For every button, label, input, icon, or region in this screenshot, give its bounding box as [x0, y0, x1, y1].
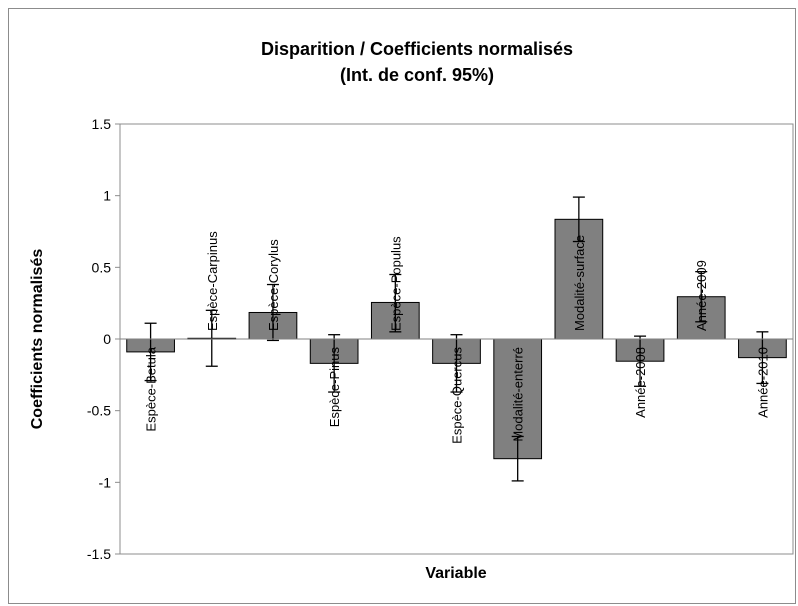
- y-axis-title: Coefficients normalisés: [29, 249, 46, 430]
- y-tick-label: 1.5: [92, 116, 112, 132]
- category-label: Modalité-surface: [572, 235, 587, 331]
- chart-subtitle: (Int. de conf. 95%): [340, 65, 494, 85]
- y-tick-label: 1: [103, 188, 111, 204]
- category-labels: Espèce-Betula Espèce-Carpinus Espèce-Coryl…: [144, 231, 771, 444]
- category-label: Année-2010: [755, 347, 770, 418]
- y-tick-label: -0.5: [87, 403, 111, 419]
- category-label: Espèce-Carpinus: [205, 231, 220, 331]
- y-axis-ticks: 1.5 1 0.5 0 -0.5 -1 -1.5: [87, 116, 120, 562]
- category-label: Espèce-Betula: [144, 346, 159, 431]
- x-axis-title: Variable: [425, 565, 486, 582]
- y-tick-label: 0.5: [92, 259, 112, 275]
- category-label: Modalité-enterré: [511, 347, 526, 442]
- category-label: Espèce-Populus: [388, 236, 403, 331]
- category-label: Espèce-Pinus: [327, 347, 342, 428]
- category-label: Espèce-Corylus: [266, 239, 281, 331]
- category-label: Année-2008: [633, 347, 648, 418]
- y-tick-label: -1.5: [87, 546, 111, 562]
- y-tick-label: -1: [99, 474, 112, 490]
- category-label: Année-2009: [694, 260, 709, 331]
- chart-title: Disparition / Coefficients normalisés: [261, 39, 573, 59]
- error-bars: [144, 196, 769, 482]
- category-label: Espèce-Quercus: [450, 347, 465, 444]
- y-tick-label: 0: [103, 331, 111, 347]
